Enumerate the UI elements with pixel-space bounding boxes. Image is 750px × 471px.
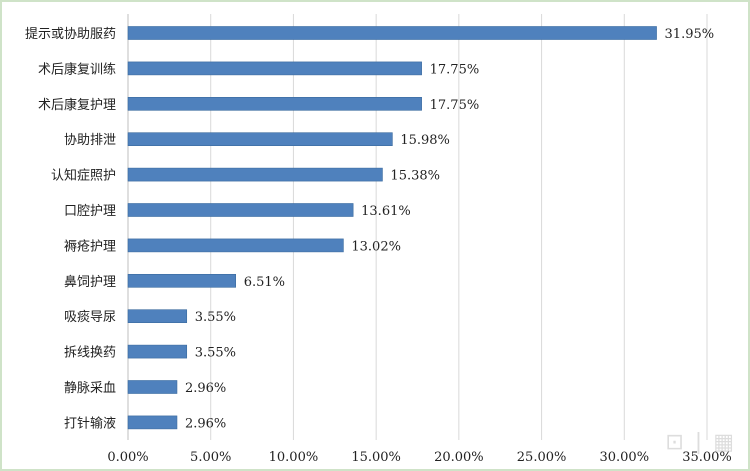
bar <box>127 309 188 324</box>
data-label: 2.96% <box>185 381 226 396</box>
x-tick-label: 15.00% <box>351 450 401 465</box>
x-tick-label: 5.00% <box>190 450 231 465</box>
data-label: 17.75% <box>430 98 480 113</box>
bar <box>127 203 354 217</box>
x-tick-label: 30.00% <box>599 450 649 465</box>
category-label: 术后康复护理 <box>38 97 116 113</box>
data-label: 31.95% <box>665 27 715 42</box>
bar <box>127 61 422 76</box>
data-label: 15.98% <box>400 133 450 148</box>
data-label: 13.61% <box>361 204 411 219</box>
data-label: 2.96% <box>185 416 226 431</box>
bar <box>127 167 383 182</box>
category-label: 打针输液 <box>64 415 116 431</box>
category-label: 提示或协助服药 <box>25 26 116 42</box>
x-tick-label: 10.00% <box>269 450 319 465</box>
bar <box>127 273 236 288</box>
data-label: 13.02% <box>351 239 401 254</box>
bar <box>127 26 657 40</box>
bar <box>127 132 393 146</box>
category-label: 口腔护理 <box>64 204 116 219</box>
category-label: 吸痰导尿 <box>64 309 116 325</box>
category-label: 协助排泄 <box>64 133 116 148</box>
bar <box>127 380 178 394</box>
x-tick-label: 35.00% <box>682 450 732 465</box>
data-label: 3.55% <box>195 310 236 325</box>
data-label: 15.38% <box>390 169 440 184</box>
x-tick-label: 0.00% <box>107 450 148 465</box>
bar <box>127 97 422 111</box>
watermark: ⊡ | ▦ <box>665 430 736 455</box>
data-label: 3.55% <box>195 346 236 361</box>
category-label: 认知症照护 <box>51 168 116 184</box>
data-label: 6.51% <box>244 275 285 290</box>
category-label: 褥疮护理 <box>64 239 116 254</box>
category-label: 术后康复训练 <box>38 61 116 77</box>
x-tick-label: 20.00% <box>434 450 484 465</box>
category-label: 鼻饲护理 <box>64 274 116 290</box>
bar <box>127 238 344 253</box>
category-label: 拆线换药 <box>64 346 116 361</box>
x-tick-label: 25.00% <box>517 450 567 465</box>
bar <box>127 415 178 430</box>
data-label: 17.75% <box>430 62 480 77</box>
bar <box>127 344 188 359</box>
category-label: 静脉采血 <box>64 381 116 396</box>
